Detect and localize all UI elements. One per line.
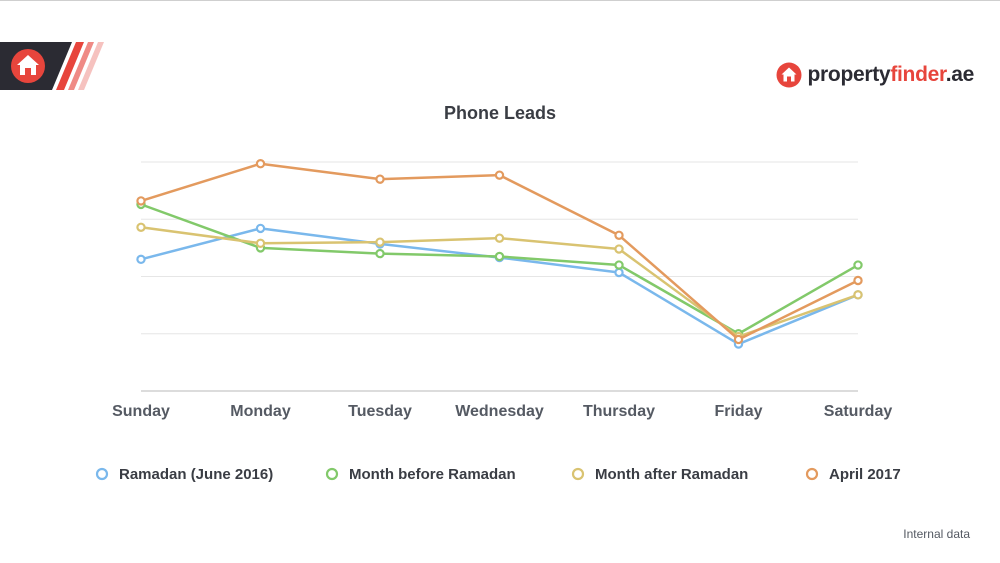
data-point bbox=[853, 275, 863, 286]
legend-label: Month after Ramadan bbox=[595, 466, 748, 483]
data-point bbox=[136, 222, 146, 232]
house-icon bbox=[11, 49, 45, 83]
chart-title: Phone Leads bbox=[443, 103, 557, 123]
data-point bbox=[614, 267, 624, 278]
top-rule bbox=[0, 0, 1000, 1]
series-line-2 bbox=[139, 203, 860, 335]
x-tick-label: Wednesday bbox=[455, 403, 544, 420]
x-tick-label: Monday bbox=[230, 403, 291, 420]
data-point bbox=[494, 233, 505, 243]
brand-name: propertyfinder.ae bbox=[807, 63, 975, 86]
data-point bbox=[614, 244, 624, 254]
data-point bbox=[375, 237, 385, 247]
data-point bbox=[136, 196, 146, 206]
data-point bbox=[494, 251, 505, 262]
data-point bbox=[255, 238, 266, 248]
footnote: Internal data bbox=[903, 527, 970, 541]
data-point bbox=[614, 230, 624, 240]
brand-logo: propertyfinder.ae bbox=[776, 60, 974, 90]
legend-label: April 2017 bbox=[829, 466, 901, 483]
data-point bbox=[733, 334, 744, 345]
x-tick-label: Sunday bbox=[112, 403, 170, 420]
data-point bbox=[853, 260, 863, 270]
x-tick-label: Tuesday bbox=[348, 403, 412, 420]
legend-marker bbox=[805, 467, 819, 481]
x-tick-label: Thursday bbox=[583, 403, 655, 420]
x-tick-label: Saturday bbox=[824, 403, 893, 420]
legend-marker bbox=[95, 467, 109, 481]
legend-marker bbox=[325, 467, 339, 481]
data-point bbox=[494, 170, 505, 180]
data-point bbox=[614, 260, 624, 270]
house-icon bbox=[776, 62, 802, 88]
home-badge bbox=[0, 42, 104, 90]
data-point bbox=[255, 159, 266, 169]
x-tick-label: Friday bbox=[714, 403, 762, 420]
legend-label: Month before Ramadan bbox=[349, 466, 516, 483]
data-point bbox=[853, 290, 863, 300]
series-line-4 bbox=[139, 162, 860, 341]
data-point bbox=[375, 174, 385, 184]
legend-marker bbox=[571, 467, 585, 481]
data-point bbox=[375, 248, 385, 259]
data-point bbox=[255, 223, 266, 234]
legend-label: Ramadan (June 2016) bbox=[119, 466, 273, 483]
data-point bbox=[136, 254, 146, 265]
